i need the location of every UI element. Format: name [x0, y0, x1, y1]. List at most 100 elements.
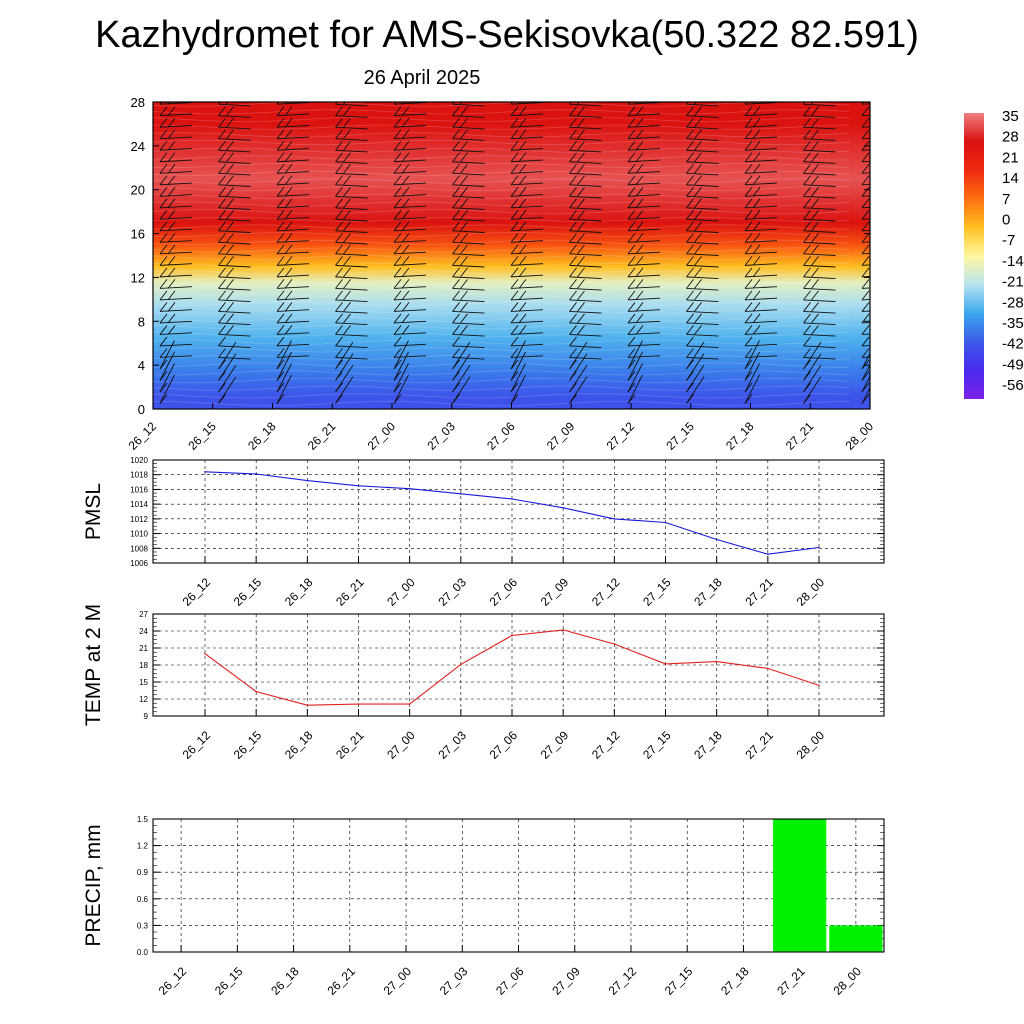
wind-barb-flag — [218, 117, 226, 128]
wind-barb — [921, 231, 953, 233]
wind-barb — [803, 333, 836, 337]
wind-barb — [627, 297, 661, 301]
wind-barb-flag — [752, 325, 761, 335]
wind-barb-flag — [460, 267, 468, 278]
wind-barb-flag — [460, 313, 468, 324]
wind-barb-flag — [577, 210, 585, 220]
wind-barb-flag — [929, 302, 936, 311]
contour-line — [153, 285, 850, 292]
wind-barb-flag — [921, 325, 928, 334]
wind-barb-flag — [686, 348, 694, 358]
wind-barb — [686, 345, 719, 349]
wind-barb-flag — [635, 302, 644, 312]
x-tick-label: 27_18 — [691, 575, 725, 609]
wind-barb-flag — [218, 102, 221, 105]
wind-barb-flag — [627, 129, 636, 140]
wind-barb-flag — [510, 102, 514, 105]
contour-line — [153, 132, 850, 138]
wind-barb-flag — [686, 302, 694, 312]
wind-barb-flag — [744, 313, 753, 324]
wind-barb — [510, 286, 544, 289]
wind-barb-flag — [627, 279, 636, 289]
wind-barb-flag — [167, 221, 176, 232]
wind-barb-flag — [226, 117, 234, 128]
wind-barb — [218, 241, 251, 245]
wind-barb — [159, 171, 193, 174]
wind-barb-flag — [284, 256, 293, 266]
wind-barb-flag — [335, 290, 343, 301]
contour-line — [153, 139, 850, 146]
wind-barb-flag — [686, 394, 694, 404]
wind-barb — [218, 126, 251, 130]
wind-barb-flag — [694, 152, 702, 163]
wind-barb-flag — [518, 290, 527, 301]
data-point — [511, 634, 513, 637]
wind-barb — [452, 138, 485, 141]
wind-barb-flag — [811, 221, 819, 232]
wind-barb — [569, 287, 602, 291]
x-tick-label: 27_18 — [718, 964, 752, 998]
wind-barb — [452, 264, 485, 268]
wind-barb-flag — [335, 325, 343, 335]
wind-barb-flag — [452, 325, 460, 335]
x-tick-label: 27_18 — [691, 728, 725, 762]
wind-barb — [744, 240, 778, 243]
wind-barb-flag — [744, 140, 753, 151]
x-tick-label: 28_00 — [794, 728, 828, 762]
wind-barb-flag — [627, 102, 631, 105]
wind-barb — [452, 195, 485, 199]
wind-barb-flag — [393, 244, 402, 255]
wind-barb-flag — [401, 244, 410, 255]
colorbar-label: 21 — [1002, 149, 1019, 166]
colorbar-label: 14 — [1002, 170, 1019, 187]
wind-barb-flag — [510, 325, 519, 335]
wind-barb-flag — [159, 348, 168, 358]
wind-barb-flag — [218, 221, 226, 232]
wind-barb-flag — [569, 313, 577, 324]
wind-barb — [335, 103, 368, 107]
wind-barb-flag — [518, 313, 527, 324]
wind-barb-flag — [226, 279, 234, 289]
wind-barb — [218, 322, 251, 326]
x-tick-label: 27_00 — [384, 728, 418, 762]
wind-barb — [218, 161, 251, 164]
wind-barb-flag — [811, 325, 819, 335]
x-tick-label: 26_21 — [333, 575, 367, 609]
y-axis-label: PRECIP, mm — [82, 824, 105, 946]
wind-barb-flag — [460, 175, 468, 186]
wind-barb-flag — [635, 267, 644, 278]
wind-barb — [686, 230, 719, 233]
wind-barb-flag — [869, 172, 870, 174]
wind-barb — [686, 172, 719, 176]
contour-line — [153, 239, 850, 245]
wind-barb-flag — [226, 175, 234, 186]
x-tick-label: 27_03 — [435, 575, 469, 609]
wind-barb-flag — [343, 221, 351, 232]
x-tick-label: 27_09 — [544, 419, 578, 453]
wind-barb-flag — [635, 187, 644, 197]
wind-barb — [686, 376, 705, 404]
wind-barb-flag — [635, 233, 644, 243]
wind-barb — [686, 287, 719, 291]
wind-barb-flag — [752, 210, 761, 220]
wind-barb — [159, 309, 193, 312]
wind-barb-flag — [452, 290, 460, 301]
wind-barb — [803, 241, 836, 245]
data-point — [715, 538, 718, 541]
contour-line — [153, 216, 850, 222]
wind-barb — [159, 274, 193, 278]
wind-barb — [335, 299, 368, 303]
wind-barb-flag — [569, 394, 577, 404]
wind-barb-flag — [577, 140, 585, 151]
wind-barb — [218, 149, 251, 153]
wind-barb-flag — [921, 302, 928, 311]
wind-barb-flag — [686, 140, 694, 151]
wind-barb-flag — [921, 130, 928, 139]
wind-barb — [276, 113, 310, 117]
wind-barb-flag — [167, 117, 176, 128]
wind-barb — [335, 195, 368, 199]
wind-barb-flag — [635, 244, 644, 255]
wind-barb — [686, 138, 719, 141]
wind-barb — [569, 264, 602, 268]
wind-barb-flag — [510, 187, 519, 197]
